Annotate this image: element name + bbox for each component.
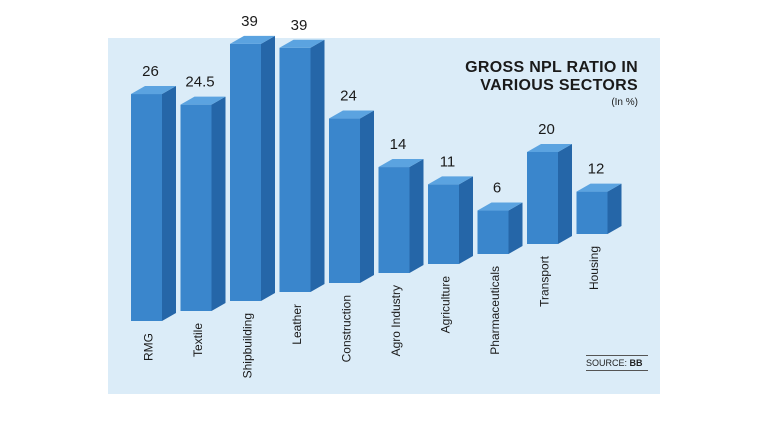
bar-front [329,118,360,283]
bar-top [131,86,176,95]
bar-front [180,104,212,311]
bar-front [576,191,608,234]
category-label: Shipbuilding [241,313,255,378]
category-label: RMG [142,333,156,361]
bar-top [329,110,374,119]
bar-front [279,47,311,293]
category-label: Leather [290,304,304,345]
value-label: 14 [390,136,407,153]
bar-agro-industry [378,159,424,273]
bar-textile [180,96,226,311]
bar-top [477,202,523,211]
category-label: Agriculture [439,276,453,334]
value-label: 39 [241,13,258,30]
bar-top [576,183,622,192]
category-label: Housing [587,246,601,290]
bar-side [162,86,176,321]
category-label: Pharmaceuticals [488,266,502,355]
value-label: 24 [340,88,357,105]
chart-title-line-1: GROSS NPL RATIO IN [465,59,638,76]
bar-side [211,96,226,311]
value-label: 6 [493,180,501,197]
value-label: 26 [142,63,159,80]
bar-side [459,176,473,264]
category-label: Construction [340,295,354,362]
bar-leather [279,39,325,293]
bar-side [508,202,523,254]
bar-shipbuilding [230,35,275,302]
value-label: 39 [291,17,308,34]
category-label: Textile [191,323,205,357]
bar-top [230,35,275,44]
bar-front [527,152,558,244]
bar-top [180,96,226,105]
category-label: Agro Industry [389,285,403,356]
category-label: Transport [538,255,552,307]
bar-top [378,159,424,168]
bar-side [360,110,374,283]
bar-top [279,39,325,48]
chart-unit-label: (In %) [611,97,638,108]
source-label: SOURCE: [586,358,628,368]
value-label: 24.5 [185,74,214,91]
bar-front [378,167,410,273]
bar-side [409,159,424,273]
value-label: 12 [588,161,605,178]
bar-construction [329,110,374,283]
bar-transport [527,144,572,244]
bar-side [261,35,275,302]
bar-front [131,94,162,321]
bar-agriculture [428,176,473,264]
bar-side [558,144,572,244]
bar-side [607,183,622,234]
bar-front [428,184,459,264]
bar-front [230,43,261,302]
bar-rmg [131,86,176,321]
bar-top [527,144,572,152]
bar-housing [576,183,622,234]
bar-top [428,176,473,185]
source-note: SOURCE: BB [586,355,648,371]
source-value: BB [629,358,643,368]
value-label: 20 [538,121,555,138]
bar-side [310,39,325,293]
chart-title-line-2: VARIOUS SECTORS [480,77,638,94]
value-label: 11 [440,153,456,170]
bar-front [477,210,509,254]
bar-pharmaceuticals [477,202,523,254]
